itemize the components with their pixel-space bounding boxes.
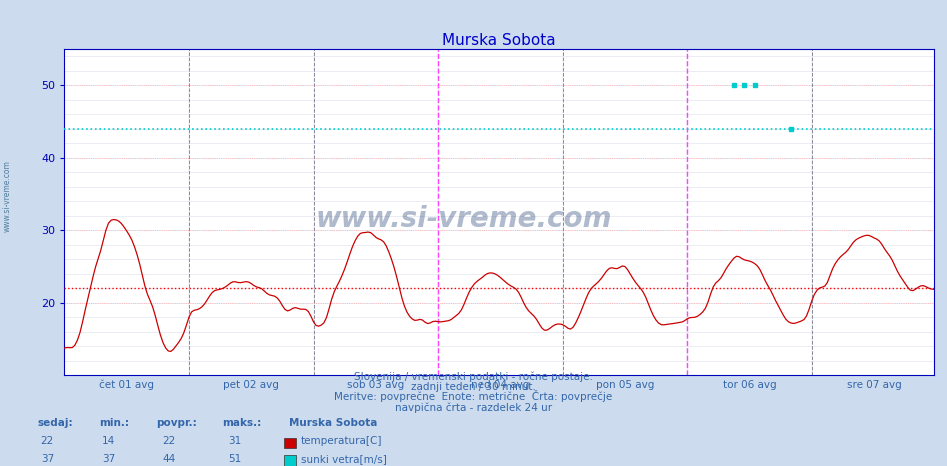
Text: 51: 51 [228,454,241,464]
Text: min.:: min.: [99,418,130,428]
Text: 37: 37 [41,454,54,464]
Text: temperatura[C]: temperatura[C] [301,436,383,446]
Text: sedaj:: sedaj: [38,418,74,428]
Text: 22: 22 [162,436,175,446]
Text: povpr.:: povpr.: [156,418,197,428]
Text: 44: 44 [162,454,175,464]
Text: zadnji teden / 30 minut.: zadnji teden / 30 minut. [411,382,536,392]
Text: maks.:: maks.: [223,418,261,428]
Text: www.si-vreme.com: www.si-vreme.com [3,160,12,232]
Text: Meritve: povprečne  Enote: metrične  Črta: povprečje: Meritve: povprečne Enote: metrične Črta:… [334,391,613,402]
Text: sunki vetra[m/s]: sunki vetra[m/s] [301,454,387,464]
Text: 37: 37 [102,454,116,464]
Text: 31: 31 [228,436,241,446]
Text: www.si-vreme.com: www.si-vreme.com [316,205,613,233]
Title: Murska Sobota: Murska Sobota [442,33,556,48]
Text: Slovenija / vremenski podatki - ročne postaje.: Slovenija / vremenski podatki - ročne po… [354,371,593,382]
Text: 22: 22 [41,436,54,446]
Text: Murska Sobota: Murska Sobota [289,418,377,428]
Text: navpična črta - razdelek 24 ur: navpična črta - razdelek 24 ur [395,402,552,412]
Text: 14: 14 [102,436,116,446]
